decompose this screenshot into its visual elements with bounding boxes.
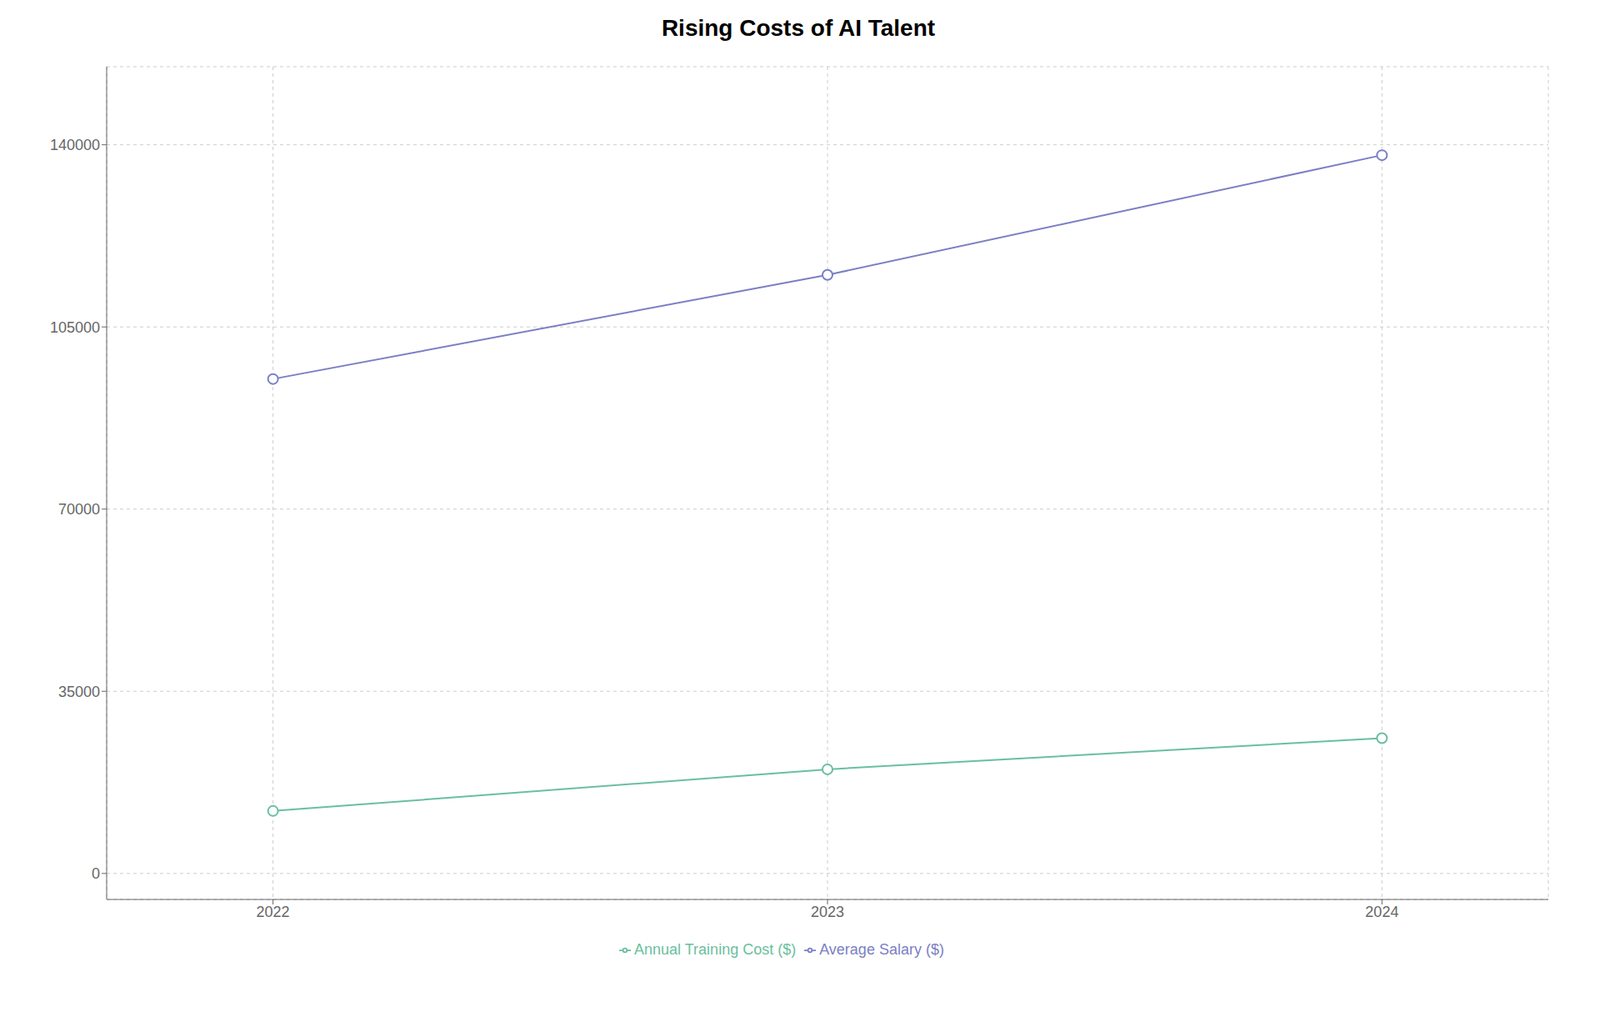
- svg-text:2024: 2024: [1365, 903, 1399, 920]
- svg-text:0: 0: [91, 865, 100, 882]
- html-text:Average Salary ($): Average Salary ($): [819, 940, 945, 958]
- html-text:Rising Costs of AI Talent: Rising Costs of AI Talent: [661, 15, 936, 41]
- svg-text:70000: 70000: [58, 500, 100, 518]
- svg-text:35000: 35000: [58, 683, 100, 700]
- svg-text:105000: 105000: [50, 319, 100, 336]
- html-text:Annual Training Cost ($): Annual Training Cost ($): [634, 940, 796, 958]
- svg-text:2023: 2023: [810, 903, 845, 920]
- svg-text:2022: 2022: [256, 903, 290, 920]
- svg-text:140000: 140000: [50, 136, 100, 154]
